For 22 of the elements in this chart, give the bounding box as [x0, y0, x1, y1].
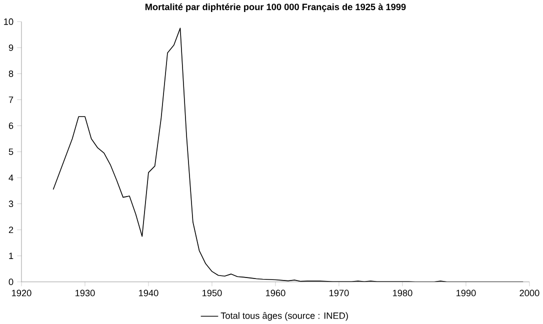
y-tick-label: 5 — [8, 148, 14, 155]
x-tick-label: 1930 — [76, 290, 95, 296]
y-tick-label: 1 — [9, 252, 14, 259]
y-tick-label: 2 — [8, 226, 14, 233]
x-tick-label: 1980 — [392, 290, 412, 296]
x-tick-label: 1950 — [202, 290, 222, 296]
x-tick-label: 1970 — [329, 290, 349, 296]
y-tick-label: 3 — [8, 200, 14, 207]
x-tick-label: 2000 — [520, 290, 540, 296]
x-tick-label: 1960 — [266, 290, 286, 296]
y-tick-label: 8 — [8, 70, 14, 77]
y-tick-label: 4 — [8, 174, 14, 181]
x-tick-label: 1990 — [456, 290, 476, 296]
x-tick-label: 1920 — [12, 290, 32, 296]
y-tick-label: 6 — [8, 122, 14, 129]
y-tick-label: 0 — [8, 278, 14, 285]
chart-title: Mortalité par diphtérie pour 100 000 Français de 1925 à 1999 — [145, 3, 406, 12]
legend-label: Total tous âges (source : INED) — [220, 312, 348, 321]
x-tick-label: 1940 — [139, 290, 158, 296]
y-tick-label: 9 — [8, 44, 14, 51]
y-tick-label: 10 — [4, 18, 14, 25]
y-tick-label: 7 — [8, 96, 14, 103]
